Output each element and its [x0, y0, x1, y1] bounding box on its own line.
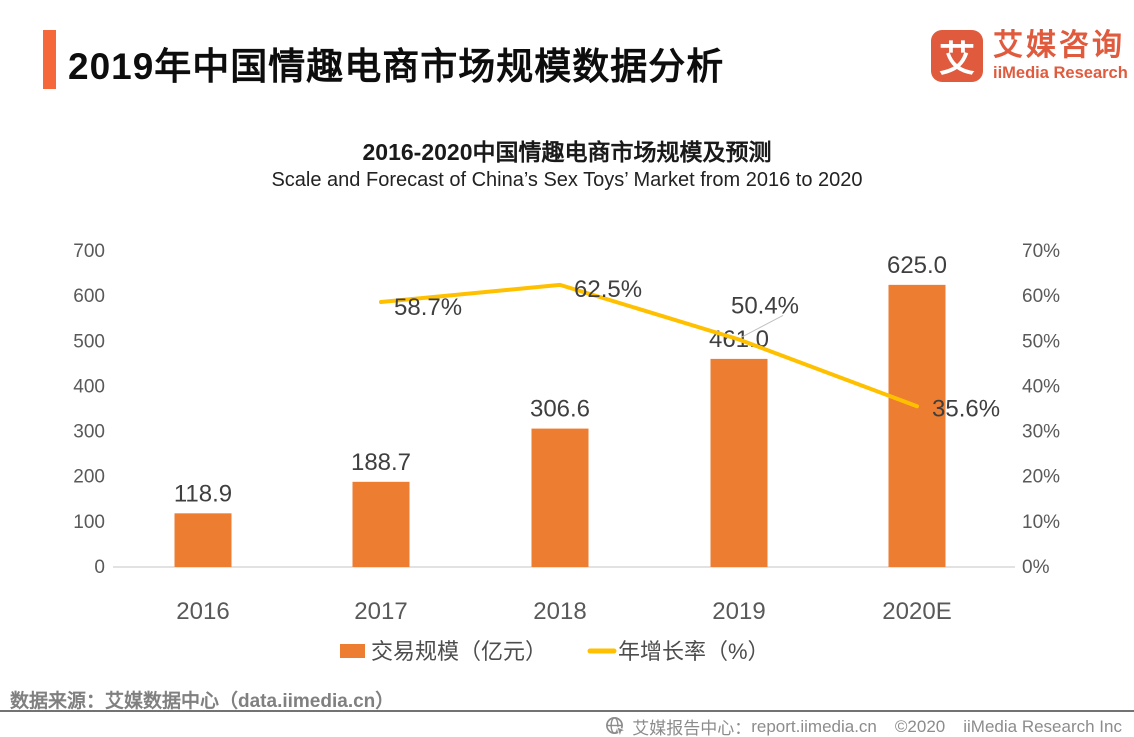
legend-line-label: 年增长率（%） — [618, 639, 770, 664]
bar-2016 — [174, 513, 232, 567]
globe-cursor-icon — [606, 717, 627, 737]
growth-rate-line — [379, 282, 919, 409]
left-axis-tick: 300 — [73, 422, 105, 443]
legend-bar-label: 交易规模（亿元） — [371, 639, 547, 664]
x-axis-label: 2016 — [176, 598, 229, 625]
x-axis-label: 2019 — [712, 598, 765, 625]
left-axis-tick: 500 — [73, 331, 105, 352]
left-axis-tick: 700 — [73, 241, 105, 262]
logo-name-en: iiMedia Research — [993, 63, 1128, 82]
logo-text: 艾媒咨询 iiMedia Research — [993, 30, 1128, 82]
report-center-label: 艾媒报告中心： — [632, 719, 752, 737]
right-axis-tick: 0% — [1022, 557, 1050, 578]
left-axis-tick: 200 — [73, 467, 105, 488]
report-center-url[interactable]: report.iimedia.cn — [751, 716, 877, 736]
chart-title: 2016-2020中国情趣电商市场规模及预测 — [362, 139, 772, 165]
growth-rate-label: 50.4% — [731, 292, 799, 319]
x-axis-label: 2018 — [533, 598, 586, 625]
right-axis-tick: 60% — [1022, 286, 1060, 307]
copyright: ©2020 — [894, 716, 946, 736]
footer-bar: 艾媒报告中心： report.iimedia.cn ©2020 iiMedia … — [605, 714, 1122, 737]
bar-value-label: 625.0 — [887, 252, 947, 279]
left-axis-tick: 0 — [94, 557, 105, 578]
bar-value-label: 306.6 — [530, 396, 590, 423]
right-axis-tick: 70% — [1022, 241, 1060, 262]
right-axis-tick: 10% — [1022, 512, 1060, 533]
left-axis-tick: 600 — [73, 286, 105, 307]
x-axis-label: 2017 — [354, 598, 407, 625]
page-title: 2019年中国情趣电商市场规模数据分析 — [68, 46, 725, 87]
growth-rate-label: 62.5% — [574, 276, 642, 303]
bar-2017 — [352, 481, 410, 567]
right-axis-tick: 40% — [1022, 376, 1060, 397]
left-axis-tick: 100 — [73, 512, 105, 533]
title-accent-bar — [43, 30, 56, 89]
bar-value-label: 118.9 — [174, 480, 232, 507]
bar-2018 — [531, 428, 589, 567]
legend-bar-marker — [340, 644, 365, 658]
right-axis-tick: 30% — [1022, 422, 1060, 443]
logo-name-cn: 艾媒咨询 — [993, 29, 1125, 63]
company-name: iiMedia Research Inc — [963, 716, 1122, 736]
growth-rate-label: 35.6% — [932, 395, 1000, 422]
bar-2019 — [710, 358, 768, 567]
left-axis-tick: 400 — [73, 376, 105, 397]
right-axis-tick: 20% — [1022, 467, 1060, 488]
right-axis-tick: 50% — [1022, 331, 1060, 352]
x-axis-label: 2020E — [882, 598, 951, 625]
label-leader-line — [740, 315, 784, 338]
data-source: 数据来源：艾媒数据中心（data.iimedia.cn） — [10, 691, 395, 712]
iimedia-logo: 艾 艾媒咨询 iiMedia Research — [931, 30, 1128, 82]
growth-rate-label: 58.7% — [394, 294, 462, 321]
iimedia-logo-icon: 艾 — [931, 30, 983, 82]
market-scale-chart: 0 0% 100 10% 200 20% 300 30% 400 40% 500 50% 600 60% 7… — [73, 241, 1060, 664]
footer-divider — [0, 710, 1134, 712]
bar-value-label: 188.7 — [351, 449, 411, 476]
chart-subtitle: Scale and Forecast of China’s Sex Toys’ … — [271, 169, 863, 191]
bar-2020E — [888, 284, 946, 567]
